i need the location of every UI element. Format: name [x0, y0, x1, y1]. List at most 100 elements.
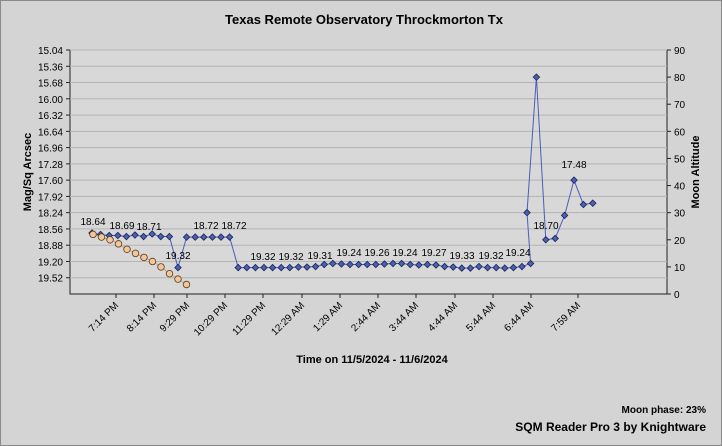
diamond-point — [234, 263, 242, 272]
x-tick-label: 11:29 PM — [231, 300, 269, 338]
y2-tick-label: 40 — [674, 182, 686, 193]
diamond-point — [148, 230, 156, 238]
data-label: 19.32 — [250, 252, 275, 263]
data-label: 19.24 — [336, 248, 361, 259]
y2-tick-label: 0 — [674, 290, 680, 301]
data-label: 19.32 — [278, 252, 303, 263]
data-label: 18.70 — [533, 221, 558, 232]
y-tick-label: 18.24 — [38, 209, 63, 220]
x-tick-label: 6:44 AM — [502, 300, 536, 334]
y-tick-label: 15.04 — [38, 46, 63, 57]
diamond-point — [157, 232, 165, 241]
x-tick-label: 10:29 PM — [192, 300, 230, 338]
diamond-point — [475, 262, 483, 271]
diamond-point — [294, 263, 303, 271]
circle-point — [114, 240, 123, 248]
data-label: 19.32 — [165, 251, 190, 262]
y2-tick-label: 50 — [674, 154, 686, 165]
diamond-point — [415, 261, 423, 269]
circle-point — [106, 236, 114, 244]
diamond-point — [532, 73, 541, 81]
right-axis-ticks: 0 10 20 30 40 50 60 70 80 90 — [667, 46, 686, 301]
y2-tick-label: 60 — [674, 127, 686, 138]
diamond-point — [551, 234, 559, 243]
gridlines — [70, 49, 667, 279]
diamond-point — [277, 263, 285, 272]
y-tick-label: 17.92 — [38, 192, 63, 203]
circle-point — [182, 280, 191, 289]
y2-tick-label: 10 — [674, 263, 686, 274]
diamond-point — [182, 233, 191, 241]
diamond-point — [492, 263, 500, 272]
y-tick-label: 16.32 — [38, 111, 63, 122]
diamond-point — [397, 259, 406, 268]
y-tick-label: 17.28 — [38, 160, 63, 171]
diamond-point — [208, 233, 217, 241]
y-tick-label: 16.96 — [38, 144, 63, 155]
data-label: 19.24 — [505, 248, 530, 259]
diamond-point — [380, 260, 389, 268]
x-axis-ticks: 7:14 PM 8:14 PM9:29 PM 10:29 PM 11:29 PM 12:… — [87, 294, 583, 338]
x-tick-label: 7:14 PM — [87, 300, 121, 334]
y2-axis-label: Moon Altitude — [690, 136, 702, 209]
data-label: 19.32 — [478, 251, 503, 262]
diamond-point — [423, 260, 432, 269]
x-tick-label: 12:29 AM — [269, 300, 307, 338]
x-tick-label: 8:14 PM — [125, 300, 159, 334]
x-tick-label: 5:44 AM — [464, 300, 498, 334]
diamond-point — [320, 260, 328, 269]
diamond-point — [268, 263, 277, 272]
x-tick-label: 3:44 AM — [387, 300, 421, 334]
circle-point — [97, 233, 106, 241]
diamond-point — [114, 231, 122, 240]
diamond-point — [217, 233, 225, 241]
left-axis-ticks: 15.04 15.36 15.68 16.00 16.32 16.64 16.96 17.28… — [38, 46, 70, 285]
data-label: 17.48 — [561, 160, 586, 171]
circle-point — [174, 275, 182, 283]
diamond-point — [509, 263, 518, 272]
diamond-point — [131, 231, 139, 239]
y-tick-label: 17.60 — [38, 176, 63, 187]
diamond-point — [526, 259, 535, 268]
data-label: 18.69 — [109, 221, 134, 232]
plot-area — [69, 49, 668, 295]
x-tick-label: 9:29 PM — [158, 300, 192, 334]
chart-title: Texas Remote Observatory Throckmorton Tx — [225, 12, 504, 27]
x-tick-label: 1:29 AM — [311, 300, 345, 334]
credit: SQM Reader Pro 3 by Knightware — [515, 420, 706, 434]
diamond-point — [432, 261, 440, 269]
diamond-point — [139, 232, 148, 241]
circle-point — [140, 253, 148, 262]
diamond-point — [243, 263, 251, 272]
circle-point — [165, 269, 174, 278]
diamond-point — [560, 211, 569, 220]
data-label: 18.72 — [221, 221, 246, 232]
circle-point — [157, 263, 165, 271]
diamond-point — [542, 236, 550, 244]
data-label: 19.31 — [307, 251, 332, 262]
diamond-point — [191, 233, 199, 241]
diamond-point — [346, 260, 354, 269]
data-label: 19.33 — [449, 251, 474, 262]
diamond-point — [440, 262, 449, 271]
diamond-point — [251, 263, 260, 272]
data-label: 19.24 — [392, 248, 417, 259]
diamond-point — [329, 259, 337, 268]
diamond-point — [303, 263, 311, 271]
y2-tick-label: 70 — [674, 100, 686, 111]
x-tick-label: 4:44 AM — [426, 300, 460, 334]
x-tick-label: 7:59 AM — [549, 300, 583, 334]
diamond-point — [363, 260, 371, 269]
diamond-point — [406, 260, 414, 269]
diamond-point — [570, 176, 578, 184]
circle-point — [148, 257, 157, 266]
data-label: 19.27 — [421, 248, 446, 259]
data-label: 19.26 — [364, 248, 389, 259]
diamond-point — [518, 262, 526, 271]
diamond-point — [579, 200, 588, 209]
x-tick-label: 2:44 AM — [349, 300, 383, 334]
diamond-point — [200, 233, 208, 241]
y-tick-label: 15.36 — [38, 62, 63, 73]
diamond-point — [174, 263, 182, 272]
